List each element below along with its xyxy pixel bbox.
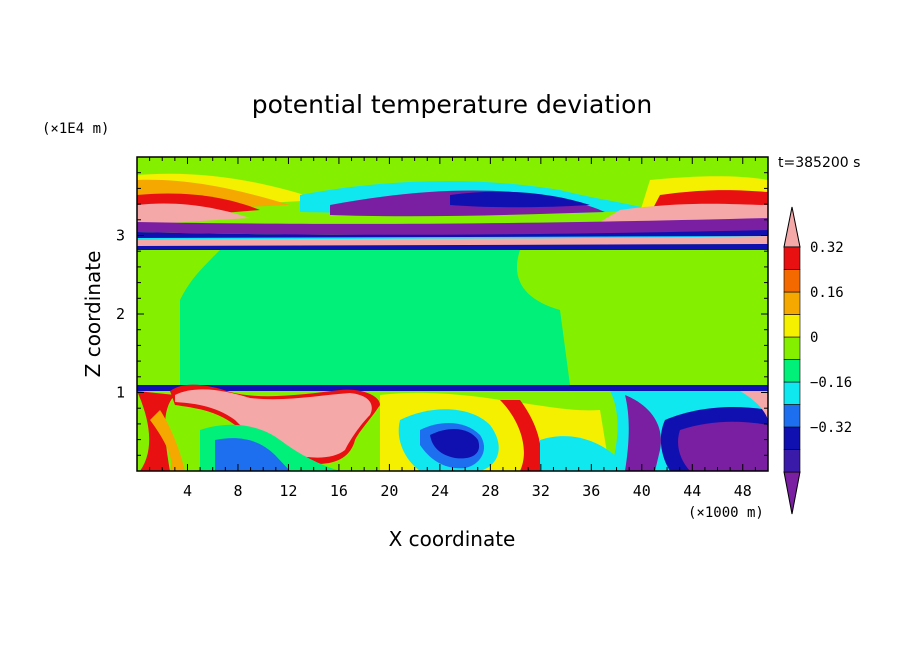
colorbar-segment (783, 426, 801, 450)
colorbar-label: 0.16 (810, 285, 844, 301)
x-tick-label: 4 (183, 482, 192, 500)
contour-field (137, 157, 768, 471)
colorbar-label: 0 (810, 330, 818, 346)
x-axis: 4 8 12 16 20 24 28 32 36 40 44 48 (149, 157, 756, 500)
colorbar-label: 0.32 (810, 240, 844, 256)
y-tick-label: 3 (116, 227, 125, 245)
x-tick-label: 16 (330, 482, 348, 500)
colorbar-label: −0.16 (810, 375, 852, 391)
colorbar: 0.32 0.16 0 −0.16 −0.32 (783, 206, 852, 515)
y-tick-label: 1 (116, 384, 125, 402)
middle-layer-left-patch (137, 250, 220, 385)
middle-layer-right-patch (516, 250, 768, 385)
inversion-line (137, 385, 768, 391)
colorbar-label: −0.32 (810, 420, 852, 436)
colorbar-segment (783, 269, 801, 293)
colorbar-segment (783, 449, 801, 473)
x-tick-label: 12 (279, 482, 297, 500)
x-tick-label: 20 (380, 482, 398, 500)
time-label: t=385200 s (778, 155, 860, 171)
colorbar-segment (783, 291, 801, 315)
x-tick-label: 40 (633, 482, 651, 500)
colorbar-segment (783, 336, 801, 360)
x-tick-label: 48 (734, 482, 752, 500)
colorbar-segment (783, 381, 801, 405)
colorbar-extend-high (783, 206, 801, 248)
colorbar-segment (783, 404, 801, 428)
colorbar-segment (783, 314, 801, 338)
x-tick-label: 8 (233, 482, 242, 500)
y-axis: 1 2 3 (116, 172, 768, 456)
y-tick-label: 2 (116, 305, 125, 323)
x-tick-label: 32 (532, 482, 550, 500)
x-tick-label: 44 (683, 482, 701, 500)
y-unit-label: (×1E4 m) (42, 121, 109, 137)
x-axis-label: X coordinate (389, 527, 516, 551)
colorbar-segment (783, 246, 801, 270)
colorbar-segment (783, 359, 801, 383)
x-unit-label: (×1000 m) (688, 505, 764, 521)
x-tick-label: 24 (431, 482, 449, 500)
x-tick-label: 36 (582, 482, 600, 500)
colorbar-extend-low (783, 471, 801, 515)
x-tick-label: 28 (481, 482, 499, 500)
y-axis-label: Z coordinate (81, 251, 105, 378)
chart-title: potential temperature deviation (252, 90, 652, 119)
